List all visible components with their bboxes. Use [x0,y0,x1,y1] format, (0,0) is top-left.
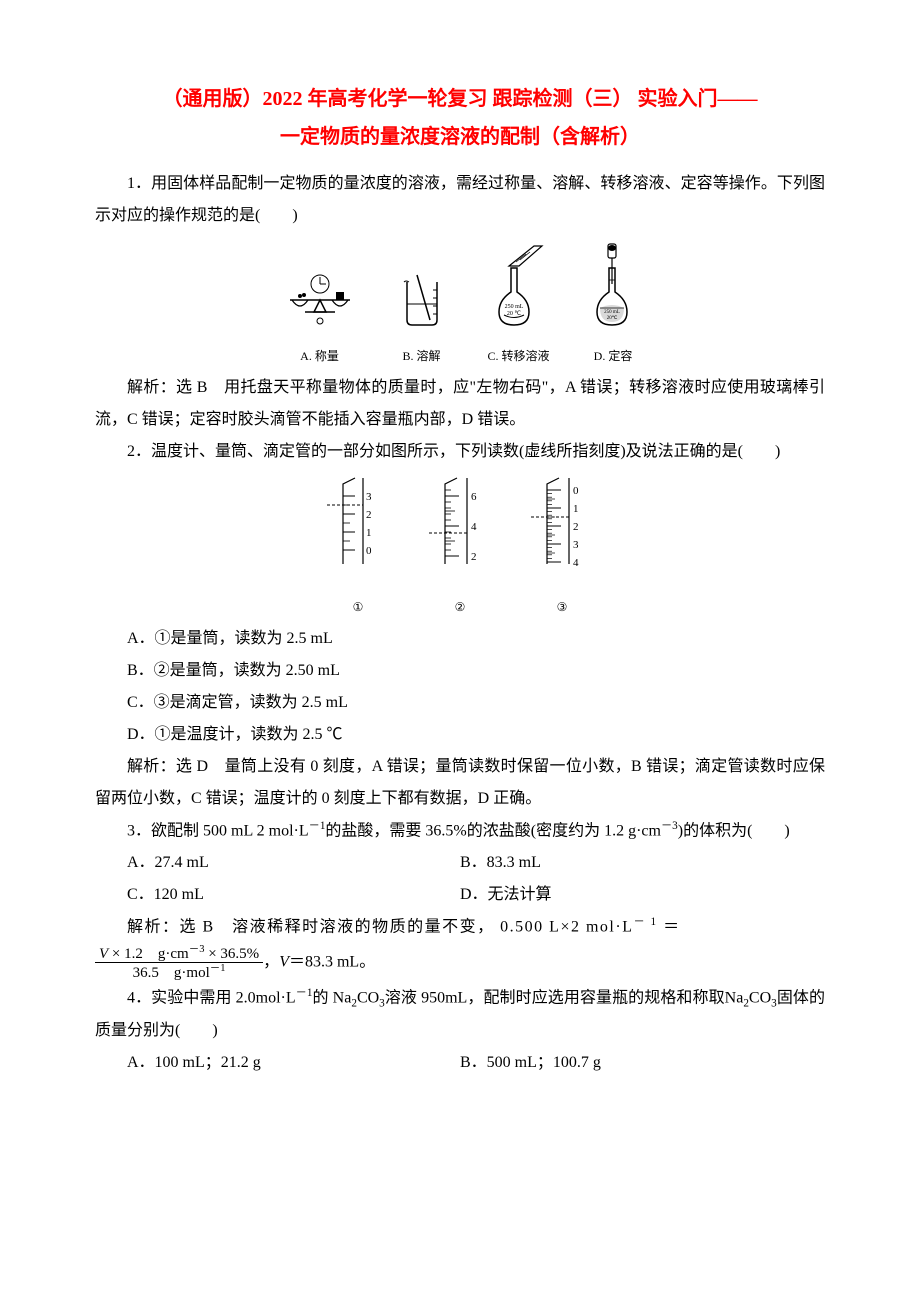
q3-options-row1: A．27.4 mL B．83.3 mL [95,847,825,879]
svg-text:6: 6 [471,491,477,503]
fig1-label-b: B. 溶解 [392,344,452,368]
a3-den: 36.5 g·mol [133,965,210,981]
answer-3-line2: V × 1.2 g·cm－3 × 36.5% 36.5 g·mol－1 ，V＝8… [95,944,825,982]
svg-text:0: 0 [573,485,579,497]
svg-text:2: 2 [366,509,372,521]
a3-eq: ＝ [658,919,681,936]
q3-options-row2: C．120 mL D．无法计算 [95,879,825,911]
q4-option-b: B．500 mL；100.7 g [460,1047,825,1079]
svg-text:0: 0 [366,545,372,557]
a3-num-a: × 1.2 g·cm [108,946,189,962]
beaker-diagram: B. 溶解 [392,270,452,368]
a3-prefix: 解析：选 B 溶液稀释时溶液的物质的量不变， 0.500 L×2 mol·L [127,919,633,936]
answer-3-line1: 解析：选 B 溶液稀释时溶液的物质的量不变， 0.500 L×2 mol·L－ … [95,911,825,943]
q2-option-d: D．①是温度计，读数为 2.5 ℃ [95,719,825,751]
fig1-label-d: D. 定容 [586,344,641,368]
svg-text:250 mL: 250 mL [604,310,620,315]
sup-neg1-b: － 1 [633,916,657,928]
q4-c: CO [357,989,379,1006]
svg-text:250 mL: 250 mL [504,304,523,310]
a3-num-b: × 36.5% [204,946,259,962]
q2-option-c: C．③是滴定管，读数为 2.5 mL [95,687,825,719]
svg-text:3: 3 [573,539,579,551]
sup-neg3: －3 [661,820,678,832]
answer-2-text: 解析：选 D 量筒上没有 0 刻度，A 错误；量筒读数时保留一位小数，B 错误；… [95,751,825,815]
answer-1-text: 解析：选 B 用托盘天平称量物体的质量时，应"左物右码"，A 错误；转移溶液时应… [95,372,825,436]
q4-a: 4．实验中需用 2.0mol·L [127,989,296,1006]
question-2-text: 2．温度计、量筒、滴定管的一部分如图所示，下列读数(虚线所指刻度)及说法正确的是… [95,436,825,468]
scale-1-diagram: 3 2 1 0 ① [323,476,393,619]
q2-option-b: B．②是量筒，读数为 2.50 mL [95,655,825,687]
fig2-label-2: ② [425,595,495,619]
q3-option-c: C．120 mL [95,879,460,911]
title-line-2: 一定物质的量浓度溶液的配制（含解析） [280,126,640,148]
q4-b: 的 Na [312,989,351,1006]
q4-option-a: A．100 mL；21.2 g [95,1047,460,1079]
a3-fraction: V × 1.2 g·cm－3 × 36.5% 36.5 g·mol－1 [95,944,263,982]
question-1-text: 1．用固体样品配制一定物质的量浓度的溶液，需经过称量、溶解、转移溶液、定容等操作… [95,168,825,232]
q4-options-row1: A．100 mL；21.2 g B．500 mL；100.7 g [95,1047,825,1079]
sup-neg1-c: －1 [296,987,313,999]
fig2-label-3: ③ [527,595,597,619]
document-title: （通用版）2022 年高考化学一轮复习 跟踪检测（三） 实验入门—— 一定物质的… [95,80,825,156]
title-line-1: （通用版）2022 年高考化学一轮复习 跟踪检测（三） 实验入门—— [163,88,758,110]
svg-text:20℃: 20℃ [606,315,617,321]
fig2-label-1: ① [323,595,393,619]
q2-option-a: A．①是量筒，读数为 2.5 mL [95,623,825,655]
sup-neg1: －1 [309,820,326,832]
fig1-label-a: A. 称量 [280,344,360,368]
q4-d: 溶液 950mL，配制时应选用容量瓶的规格和称取Na [385,989,744,1006]
scale-3-diagram: 0 1 2 3 4 ③ [527,476,597,619]
q3-part-b: 的盐酸，需要 36.5%的浓盐酸(密度约为 1.2 g·cm [325,822,661,839]
svg-text:2: 2 [573,521,579,533]
svg-text:4: 4 [471,521,477,533]
svg-text:3: 3 [366,491,372,503]
balance-diagram: A. 称量 [280,270,360,368]
q3-option-a: A．27.4 mL [95,847,460,879]
svg-text:1: 1 [366,527,372,539]
scale-2-diagram: 6 4 2 ② [425,476,495,619]
q4-e: CO [749,989,771,1006]
svg-text:1: 1 [573,503,579,515]
figure-2-row: 3 2 1 0 ① 6 4 2 [95,476,825,619]
svg-text:4: 4 [573,557,579,569]
q3-option-b: B．83.3 mL [460,847,825,879]
figure-1-row: A. 称量 B. 溶解 250 mL 20 ℃ C. 转移溶液 [95,240,825,368]
fig1-label-c: C. 转移溶液 [484,344,554,368]
svg-text:2: 2 [471,551,477,563]
question-3-text: 3．欲配制 500 mL 2 mol·L－1的盐酸，需要 36.5%的浓盐酸(密… [95,815,825,847]
q3-option-d: D．无法计算 [460,879,825,911]
transfer-flask-diagram: 250 mL 20 ℃ C. 转移溶液 [484,240,554,368]
q3-part-a: 3．欲配制 500 mL 2 mol·L [127,822,309,839]
svg-text:20 ℃: 20 ℃ [506,311,521,317]
q3-part-c: )的体积为( ) [678,822,790,839]
a3-tail: ＝83.3 mL。 [289,953,375,970]
volumetric-flask-diagram: 250 mL 20℃ D. 定容 [586,240,641,368]
question-4-text: 4．实验中需用 2.0mol·L－1的 Na2CO3溶液 950mL，配制时应选… [95,982,825,1047]
